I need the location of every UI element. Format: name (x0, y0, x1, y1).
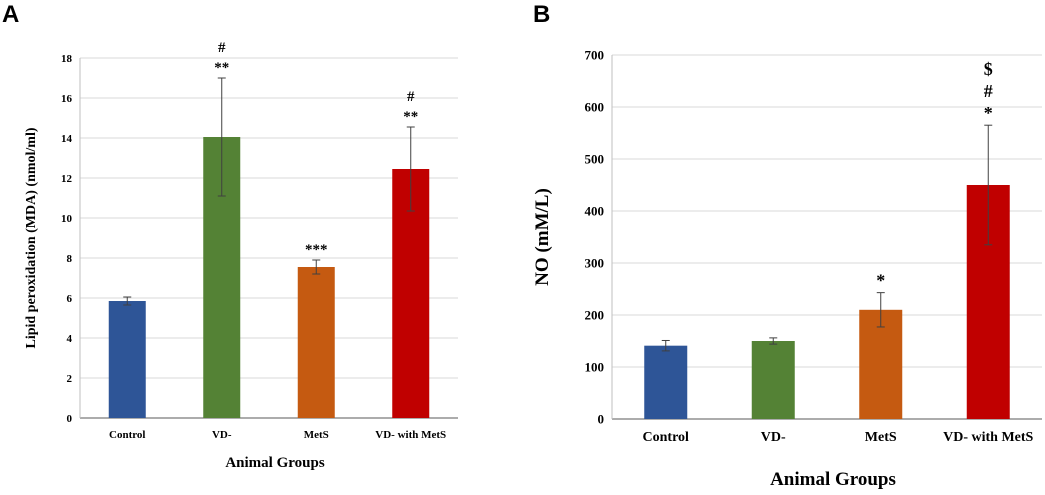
panel-letter: B (533, 1, 550, 28)
significance-marker: * (984, 103, 993, 123)
significance-marker: # (407, 89, 415, 105)
significance-marker: # (218, 40, 226, 56)
x-tick-label: Control (643, 430, 690, 445)
y-tick-label: 12 (61, 173, 73, 185)
y-tick-label: 600 (585, 100, 605, 115)
x-axis-title: Animal Groups (225, 455, 324, 471)
y-tick-label: 18 (61, 53, 73, 65)
y-tick-label: 16 (61, 93, 73, 105)
y-tick-label: 700 (585, 48, 605, 63)
y-tick-label: 4 (67, 333, 73, 345)
y-tick-label: 0 (67, 413, 73, 425)
x-tick-label: VD- with MetS (375, 429, 446, 441)
y-axis-title: NO (mM/L) (532, 188, 553, 286)
bar-mets (297, 267, 335, 418)
bar-control (644, 345, 688, 419)
y-tick-label: 2 (67, 373, 73, 385)
x-axis-title: Animal Groups (770, 469, 896, 490)
x-tick-label: MetS (865, 430, 897, 445)
bar-control (108, 301, 146, 418)
y-tick-label: 500 (585, 152, 605, 167)
significance-marker: *** (305, 242, 328, 258)
significance-marker: ** (214, 60, 229, 76)
significance-marker: * (876, 271, 885, 291)
bar-vd- (751, 341, 795, 419)
x-tick-label: VD- (761, 430, 786, 445)
y-tick-label: 8 (67, 253, 73, 265)
y-tick-label: 14 (61, 133, 73, 145)
y-tick-label: 10 (61, 213, 73, 225)
y-axis-title: Lipid peroxidation (MDA) (nmol/ml) (24, 127, 39, 348)
y-tick-label: 100 (585, 360, 605, 375)
y-tick-label: 200 (585, 308, 605, 323)
x-tick-label: MetS (304, 429, 329, 441)
panel-a: A 0 2 4 6 8 10 12 14 16 18 Control ** # VD- *** MetS ** # V… (2, 1, 458, 471)
x-tick-label: Control (109, 429, 145, 441)
y-tick-label: 300 (585, 256, 605, 271)
significance-marker: $ (984, 59, 993, 79)
panel-letter: A (2, 1, 19, 28)
significance-marker: # (984, 81, 993, 101)
bar-mets (859, 309, 903, 419)
x-tick-label: VD- with MetS (943, 430, 1033, 445)
significance-marker: ** (403, 109, 418, 125)
y-tick-label: 0 (598, 412, 605, 427)
x-tick-label: VD- (212, 429, 232, 441)
y-tick-label: 400 (585, 204, 605, 219)
y-tick-label: 6 (67, 293, 73, 305)
